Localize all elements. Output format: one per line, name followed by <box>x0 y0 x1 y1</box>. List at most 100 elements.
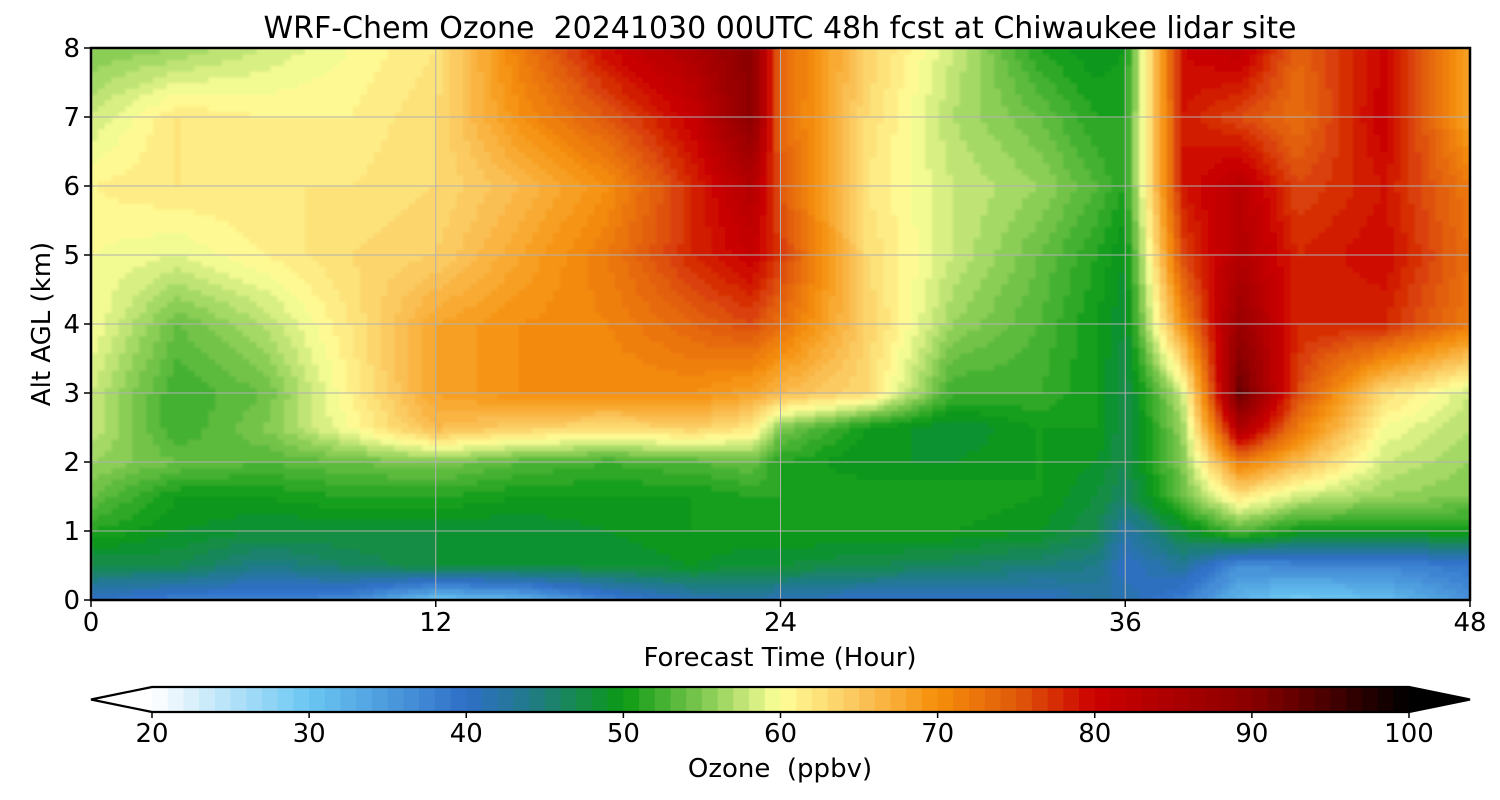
field-cell <box>1414 508 1423 515</box>
field-cell <box>442 542 451 549</box>
field-cell <box>1270 502 1278 509</box>
field-cell <box>1111 588 1119 595</box>
field-cell <box>1228 502 1237 509</box>
field-cell <box>470 479 478 486</box>
field-cell <box>1214 513 1223 521</box>
field-cell <box>387 485 395 492</box>
field-cell <box>918 565 926 572</box>
field-cell <box>346 519 354 526</box>
field-cell <box>1428 531 1437 538</box>
field-cell <box>1380 462 1388 469</box>
field-cell <box>821 588 830 595</box>
field-cell <box>973 513 982 521</box>
field-cell <box>1001 513 1009 521</box>
field-cell <box>1097 565 1106 572</box>
field-cell <box>904 554 913 561</box>
field-cell <box>1235 473 1244 480</box>
field-cell <box>883 456 892 463</box>
field-cell <box>373 571 382 578</box>
field-cell <box>1145 554 1154 561</box>
field-cell <box>353 496 361 503</box>
field-cell <box>166 594 175 600</box>
field-cell <box>773 559 782 567</box>
field-cell <box>1083 565 1092 572</box>
field-cell <box>877 502 885 509</box>
field-cell <box>332 559 340 567</box>
field-cell <box>256 565 264 572</box>
field-cell <box>1401 519 1409 526</box>
field-cell <box>628 571 637 578</box>
field-cell <box>663 479 671 486</box>
field-cell <box>952 536 961 544</box>
field-cell <box>518 456 526 463</box>
field-cell <box>1338 513 1347 521</box>
field-cell <box>387 462 395 469</box>
field-cell <box>228 582 237 590</box>
field-cell <box>1008 485 1016 492</box>
field-cell <box>1132 490 1140 498</box>
field-cell <box>146 525 154 532</box>
field-cell <box>773 548 782 555</box>
field-cell <box>601 456 609 463</box>
field-cell <box>877 496 885 503</box>
field-cell <box>1063 490 1071 498</box>
field-cell <box>449 577 458 584</box>
field-cell <box>546 462 554 469</box>
field-cell <box>359 502 368 509</box>
field-cell <box>1028 473 1037 480</box>
field-cell <box>573 485 582 492</box>
field-cell <box>1001 571 1009 578</box>
field-cell <box>1449 594 1457 600</box>
field-cell <box>1359 594 1368 600</box>
field-cell <box>766 456 775 463</box>
field-cell <box>725 554 733 561</box>
field-cell <box>104 496 113 503</box>
field-cell <box>1139 462 1147 469</box>
field-cell <box>497 519 506 526</box>
field-cell <box>1173 571 1182 578</box>
field-cell <box>890 588 899 595</box>
field-cell <box>773 485 782 492</box>
field-cell <box>1166 496 1175 503</box>
field-cell <box>1304 548 1313 555</box>
field-cell <box>215 496 223 503</box>
field-cell <box>1090 548 1099 555</box>
field-cell <box>490 565 499 572</box>
field-cell <box>359 536 368 544</box>
field-cell <box>1249 536 1257 544</box>
field-cell <box>980 479 988 486</box>
field-cell <box>449 508 458 515</box>
field-cell <box>139 508 147 515</box>
field-cell <box>656 485 664 492</box>
field-cell <box>1118 588 1126 595</box>
field-cell <box>1449 525 1457 532</box>
field-cell <box>952 554 961 561</box>
field-cell <box>863 490 871 498</box>
field-cell <box>615 536 623 544</box>
field-cell <box>945 513 954 521</box>
field-cell <box>1283 490 1292 498</box>
field-cell <box>870 594 878 600</box>
field-cell <box>1187 588 1195 595</box>
field-cell <box>1001 559 1009 567</box>
field-cell <box>980 508 988 515</box>
field-cell <box>277 462 285 469</box>
field-cell <box>773 565 782 572</box>
field-cell <box>1242 548 1250 555</box>
field-cell <box>1111 559 1119 567</box>
field-cell <box>1242 496 1250 503</box>
field-cell <box>704 513 713 521</box>
field-cell <box>1366 594 1375 600</box>
field-cell <box>821 502 830 509</box>
field-cell <box>1097 594 1106 600</box>
field-cell <box>994 485 1002 492</box>
field-cell <box>911 525 919 532</box>
field-cell <box>1021 565 1030 572</box>
field-cell <box>1221 502 1230 509</box>
field-cell <box>1311 467 1319 475</box>
field-cell <box>904 559 913 567</box>
field-cell <box>373 548 382 555</box>
field-cell <box>325 508 333 515</box>
field-cell <box>1118 536 1126 544</box>
field-cell <box>1207 467 1216 475</box>
